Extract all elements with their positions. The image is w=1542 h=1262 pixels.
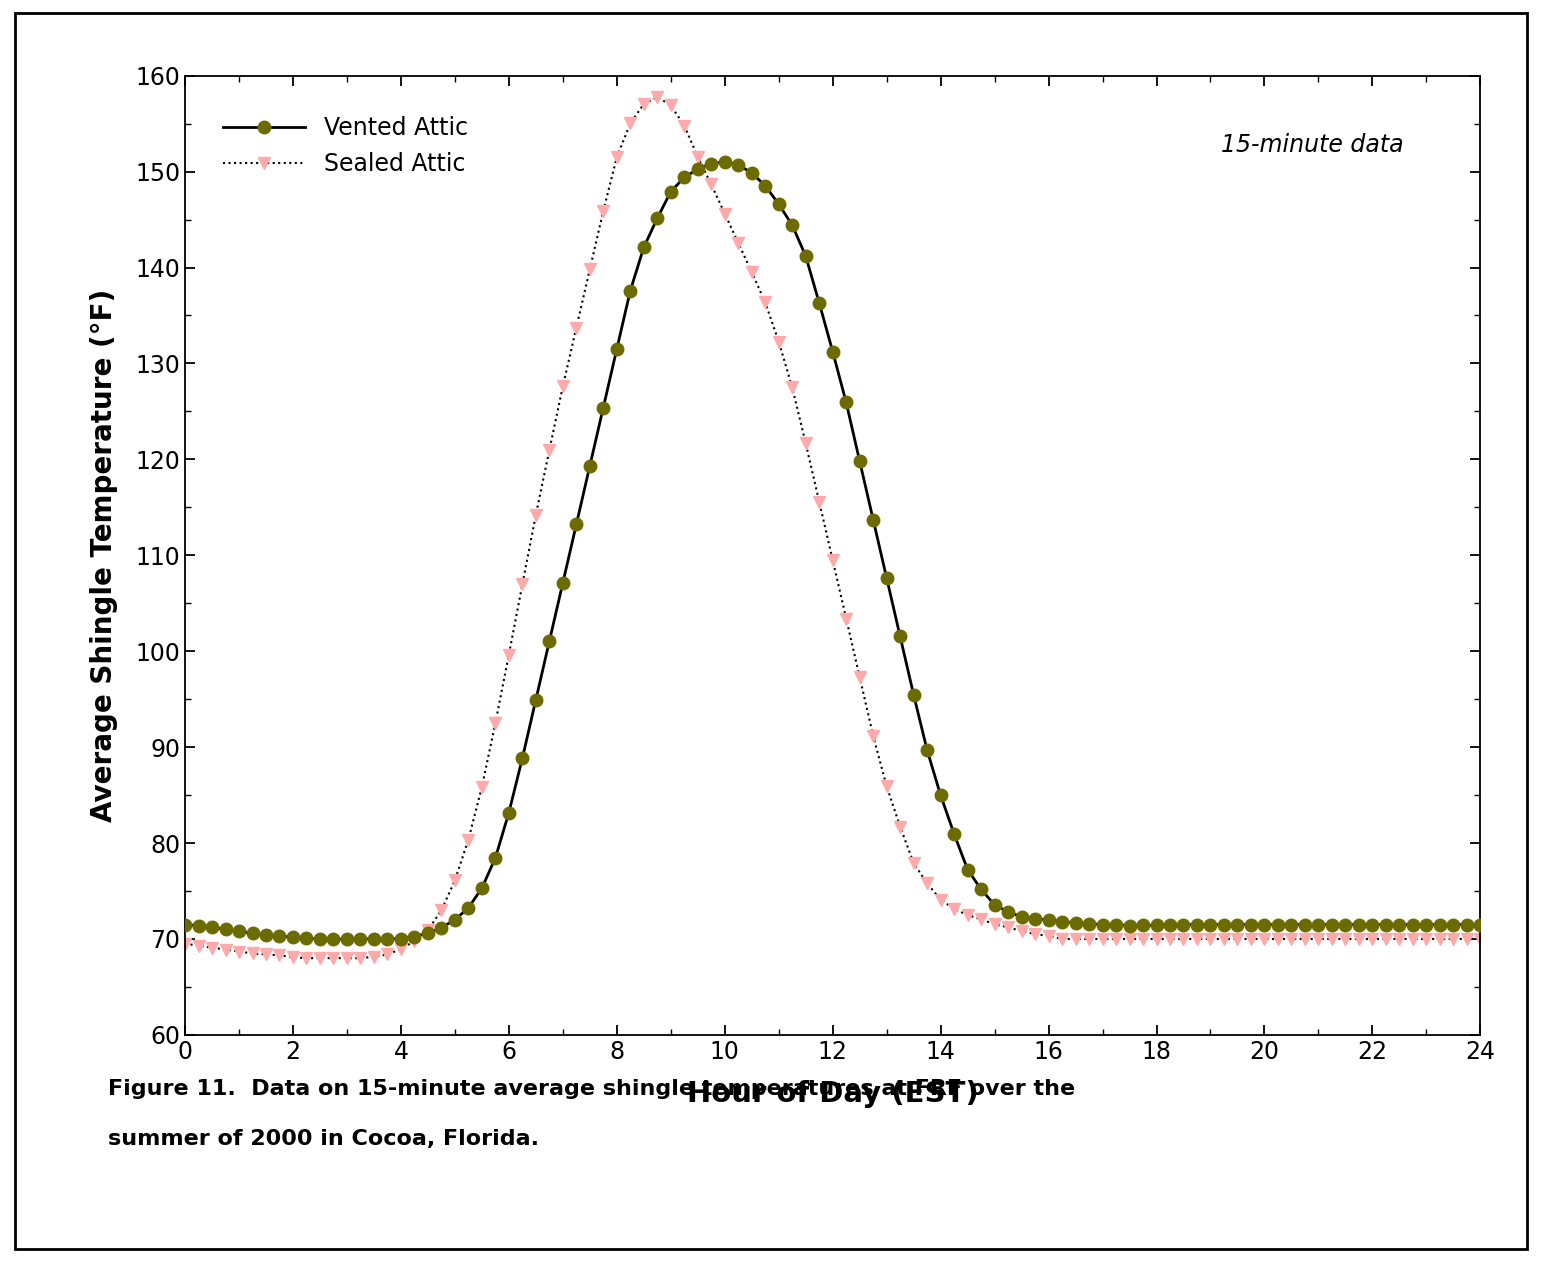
Text: summer of 2000 in Cocoa, Florida.: summer of 2000 in Cocoa, Florida. <box>108 1129 540 1150</box>
Vented Attic <box>715 154 734 169</box>
Vented Attic <box>1471 917 1490 933</box>
Sealed Attic <box>298 950 316 965</box>
Line: Sealed Attic: Sealed Attic <box>179 91 1486 964</box>
Vented Attic <box>270 929 288 944</box>
Sealed Attic <box>216 941 234 957</box>
Sealed Attic <box>176 936 194 952</box>
Sealed Attic <box>526 507 546 522</box>
Vented Attic <box>338 931 356 946</box>
Text: 15-minute data: 15-minute data <box>1221 134 1403 158</box>
Vented Attic <box>216 921 234 936</box>
Sealed Attic <box>1201 931 1220 946</box>
Text: Figure 11.  Data on 15-minute average shingle temperatures at FRF over the: Figure 11. Data on 15-minute average shi… <box>108 1079 1075 1099</box>
Sealed Attic <box>270 948 288 963</box>
Vented Attic <box>851 453 870 468</box>
Sealed Attic <box>851 669 870 684</box>
Vented Attic <box>176 917 194 933</box>
Sealed Attic <box>945 901 964 916</box>
Vented Attic <box>1201 917 1220 933</box>
Line: Vented Attic: Vented Attic <box>179 155 1486 945</box>
Vented Attic <box>526 692 546 707</box>
Y-axis label: Average Shingle Temperature (°F): Average Shingle Temperature (°F) <box>91 289 119 822</box>
Legend: Vented Attic, Sealed Attic: Vented Attic, Sealed Attic <box>222 116 469 177</box>
Sealed Attic <box>648 90 666 105</box>
Vented Attic <box>945 827 964 842</box>
Sealed Attic <box>1471 931 1490 946</box>
X-axis label: Hour of Day (EST): Hour of Day (EST) <box>686 1080 979 1108</box>
